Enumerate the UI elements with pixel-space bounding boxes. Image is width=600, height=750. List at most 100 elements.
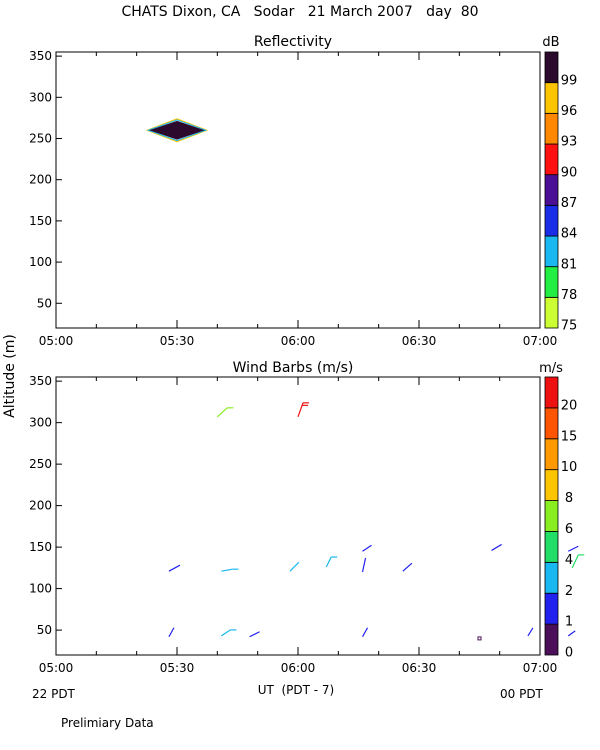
wind-barbs (168, 402, 585, 641)
wind-barb (168, 627, 175, 638)
reflectivity-x-ticks: 05:00 05:30 06:00 06:30 07:00 (39, 52, 558, 348)
colorbar-segment (544, 623, 559, 656)
colorbar-label: 6 (565, 522, 573, 537)
x-tick-label: 06:00 (281, 661, 316, 675)
colorbar-label: 81 (561, 257, 578, 272)
wind-barb (216, 407, 228, 418)
wind-barb (221, 568, 233, 572)
wind-barb (527, 627, 534, 637)
y-tick-label: 300 (29, 416, 52, 430)
colorbar-segment (544, 561, 559, 594)
wind-barb (249, 631, 260, 638)
reflectivity-colorbar: 75 78 81 84 87 90 93 96 99 (544, 51, 578, 334)
y-tick-label: 350 (29, 49, 52, 63)
colorbar-label: 90 (561, 165, 578, 180)
reflectivity-colorbar-unit: dB (542, 35, 559, 50)
colorbar-segment (544, 82, 559, 114)
colorbar-segment (544, 143, 559, 176)
x-axis-label: UT (PDT - 7) (258, 683, 335, 697)
x-tick-label: 06:00 (281, 334, 316, 348)
colorbar-label: 0 (565, 646, 573, 661)
x-tick-label: 06:30 (402, 661, 437, 675)
colorbar-label: 93 (561, 135, 578, 150)
reflectivity-features (145, 118, 209, 143)
colorbar-label: 15 (561, 429, 578, 444)
colorbar-label: 96 (561, 104, 578, 119)
reflectivity-echo (149, 120, 205, 140)
y-tick-label: 350 (29, 374, 52, 388)
colorbar-segment (544, 592, 559, 625)
right-date-label: 00 PDT (500, 687, 544, 701)
colorbar-segment (544, 407, 559, 440)
footer-note: Prelimiary Data (61, 716, 154, 730)
colorbar-segment (544, 266, 559, 298)
wind-barbs-y-ticks: 50 100 150 200 250 300 350 (29, 374, 62, 637)
y-tick-label: 50 (37, 296, 52, 310)
wind-barbs-colorbar-unit: m/s (539, 361, 563, 376)
y-tick-label: 150 (29, 540, 52, 554)
colorbar-label: 20 (561, 398, 578, 413)
colorbar-segment (544, 204, 559, 237)
y-tick-label: 250 (29, 457, 52, 471)
x-tick-label: 07:00 (523, 334, 558, 348)
shared-y-axis-label: Altitude (m) (2, 334, 18, 418)
colorbar-segment (544, 51, 559, 84)
colorbar-segment (544, 112, 559, 145)
colorbar-segment (544, 235, 559, 268)
colorbar-label: 78 (561, 288, 578, 303)
x-tick-label: 07:00 (523, 661, 558, 675)
wind-barb (491, 543, 502, 551)
colorbar-label: 99 (561, 73, 578, 88)
reflectivity-plot-frame (55, 51, 541, 329)
wind-barb (567, 545, 579, 552)
x-tick-label: 05:00 (39, 334, 74, 348)
colorbar-label: 4 (565, 553, 573, 568)
wind-barb (325, 556, 332, 568)
colorbar-segment (544, 174, 559, 206)
wind-barb (361, 557, 367, 573)
x-tick-label: 05:30 (160, 334, 195, 348)
wind-barb (567, 630, 576, 637)
y-tick-label: 100 (29, 255, 52, 269)
wind-barb (402, 562, 413, 572)
reflectivity-contour-inner (146, 119, 208, 142)
x-tick-label: 06:30 (402, 334, 437, 348)
reflectivity-title: Reflectivity (254, 34, 332, 50)
wind-barb (221, 629, 231, 637)
wind-barb (362, 627, 369, 638)
colorbar-label: 2 (565, 584, 573, 599)
main-title: CHATS Dixon, CA Sodar 21 March 2007 day … (121, 4, 478, 20)
colorbar-segment (544, 500, 559, 532)
colorbar-label: 87 (561, 196, 578, 211)
wind-barbs-colorbar: 0 1 2 4 6 8 10 15 20 (544, 376, 578, 661)
colorbar-label: 8 (565, 491, 573, 506)
colorbar-label: 10 (561, 460, 578, 475)
colorbar-segment (544, 438, 559, 471)
colorbar-label: 75 (561, 319, 578, 334)
wind-barb (289, 561, 300, 572)
wind-barbs-title: Wind Barbs (m/s) (233, 360, 354, 376)
y-tick-label: 200 (29, 499, 52, 513)
colorbar-segment (544, 531, 559, 563)
calm-marker (477, 636, 482, 641)
wind-barbs-x-ticks: 05:00 05:30 06:00 06:30 07:00 (39, 377, 558, 675)
x-tick-label: 05:00 (39, 661, 74, 675)
wind-barb (571, 554, 579, 569)
reflectivity-y-ticks: 50 100 150 200 250 300 350 (29, 49, 62, 310)
colorbar-label: 1 (565, 615, 573, 630)
colorbar-segment (544, 469, 559, 501)
left-date-label: 22 PDT (32, 687, 76, 701)
y-tick-label: 200 (29, 173, 52, 187)
wind-barb (168, 564, 181, 572)
x-tick-label: 05:30 (160, 661, 195, 675)
y-tick-label: 300 (29, 90, 52, 104)
y-tick-label: 100 (29, 582, 52, 596)
wind-barbs-plot-frame (55, 376, 541, 656)
colorbar-segment (544, 296, 559, 329)
colorbar-segment (544, 376, 559, 409)
y-tick-label: 150 (29, 214, 52, 228)
wind-barb (362, 544, 372, 552)
